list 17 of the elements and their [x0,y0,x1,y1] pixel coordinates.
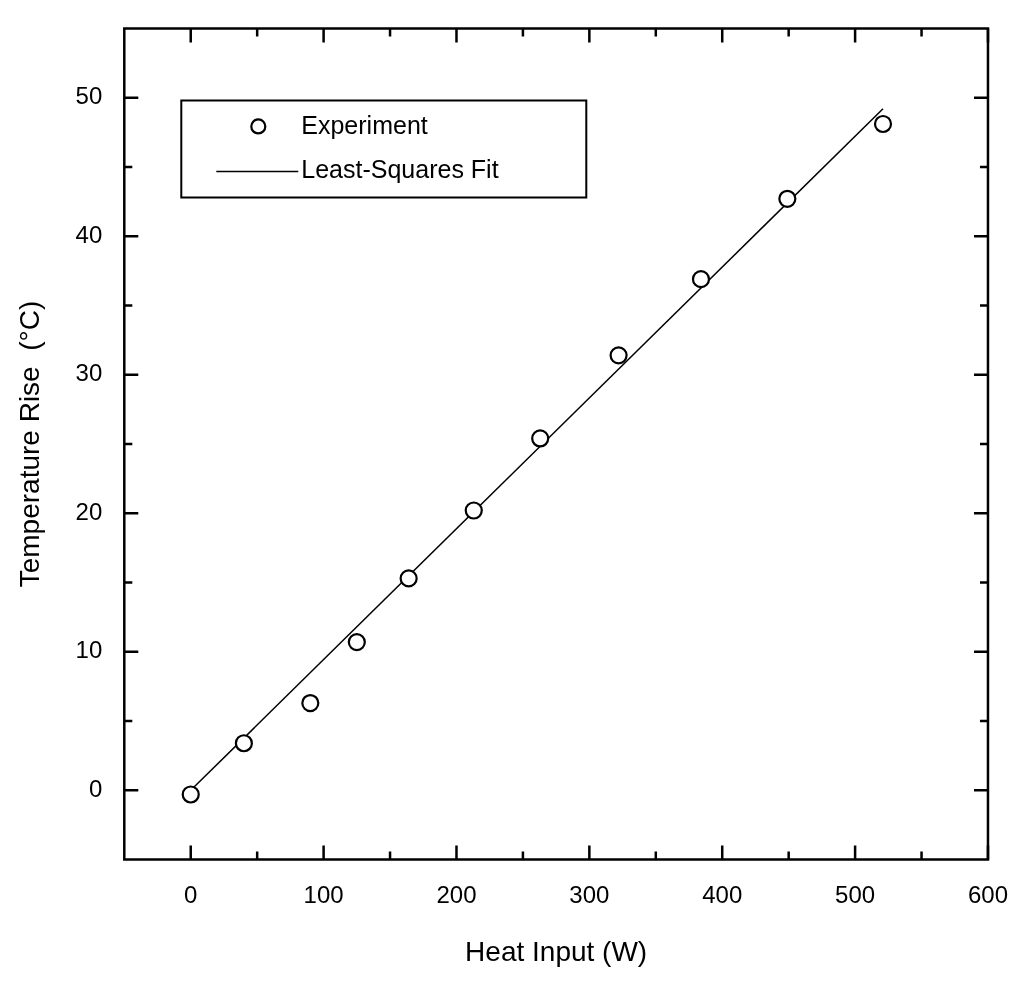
legend-label: Least-Squares Fit [301,155,499,184]
x-axis-title: Heat Input (W) [465,935,648,967]
legend-label: Experiment [301,111,428,140]
x-tick-label: 400 [702,880,743,908]
x-tick-label: 500 [835,880,876,908]
x-tick-label: 100 [303,880,344,908]
y-tick-label: 0 [88,774,103,802]
y-tick-label: 20 [75,497,103,525]
y-tick-label: 40 [75,220,103,248]
y-axis-title: Temperature Rise (°C) [13,300,45,588]
x-tick-label: 600 [967,880,1008,908]
y-tick-label: 30 [75,359,103,387]
x-tick-label: 0 [184,880,198,908]
x-tick-label: 300 [569,880,610,908]
x-tick-label: 200 [436,880,477,908]
y-tick-label: 50 [75,82,103,110]
y-tick-label: 10 [75,636,103,664]
